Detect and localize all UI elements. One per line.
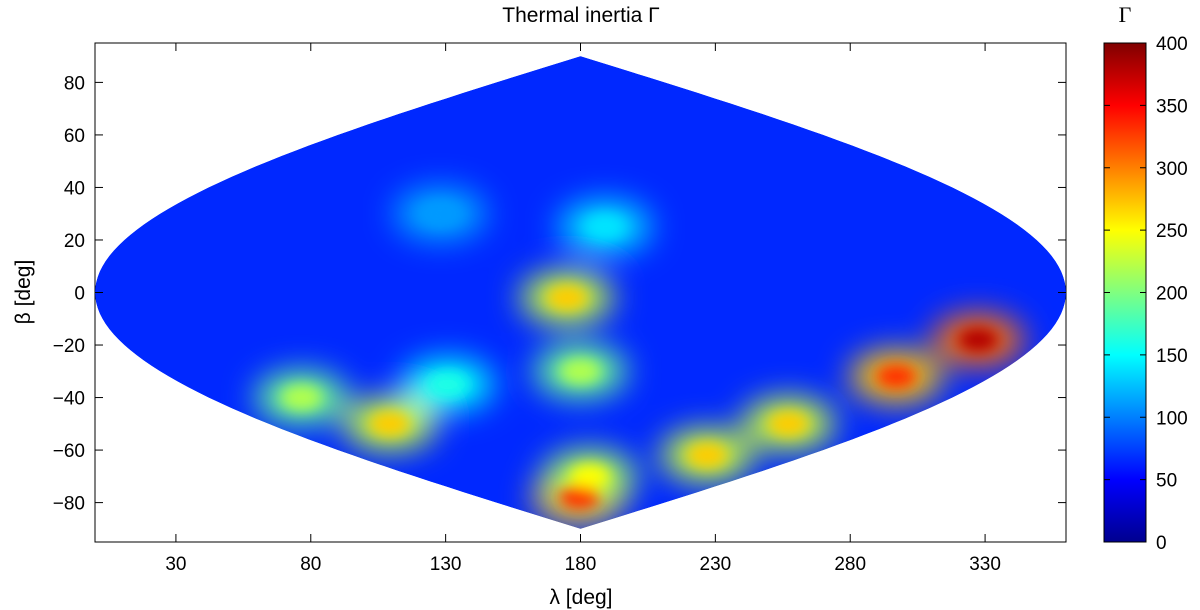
colorbar-tick-label: 0 (1156, 533, 1167, 554)
y-tick-label: −20 (53, 336, 85, 357)
x-tick-label: 230 (700, 554, 732, 575)
colorbar-tick-label: 250 (1156, 221, 1188, 242)
heatmap-hotspot (281, 385, 322, 410)
heatmap-hotspot (768, 411, 809, 436)
heatmap-hotspot (369, 411, 410, 436)
y-tick-label: 80 (64, 73, 85, 94)
heatmap-hotspot (547, 285, 587, 310)
y-tick-label: −40 (53, 389, 85, 410)
y-tick-label: 40 (64, 178, 85, 199)
colorbar-tick-label: 50 (1156, 471, 1177, 492)
x-axis: 30 80 130 180 230 280 330 (165, 43, 1001, 575)
heatmap-hotspot (687, 443, 728, 468)
colorbar-tick-label: 100 (1156, 408, 1188, 429)
chart-title: Thermal inertia Γ (502, 4, 659, 27)
heatmap-hotspot (420, 201, 461, 226)
x-tick-label: 130 (430, 554, 462, 575)
colorbar-tick-label: 350 (1156, 96, 1188, 117)
heatmap-hotspot (876, 364, 917, 389)
heatmap-hotspot (569, 464, 610, 489)
x-tick-label: 330 (969, 554, 1001, 575)
heatmap-hotspot (559, 485, 600, 510)
colorbar-tick-label: 200 (1156, 284, 1188, 305)
heatmap-layer (95, 56, 1066, 529)
colorbar-tick-label: 300 (1156, 159, 1188, 180)
colorbar-tick-label: 400 (1156, 34, 1188, 55)
y-axis: 80 60 40 20 0 −20 −40 −60 −80 (53, 73, 1066, 515)
y-tick-label: −60 (53, 441, 85, 462)
x-tick-label: 280 (834, 554, 866, 575)
x-axis-label: λ [deg] (549, 586, 612, 609)
heatmap-hotspot (584, 214, 625, 239)
y-tick-label: 0 (74, 284, 85, 305)
colorbar (1103, 42, 1147, 543)
y-tick-label: 20 (64, 231, 85, 252)
colorbar-axis: 400 350 300 250 200 150 100 50 0 (1104, 34, 1188, 554)
heatmap-hotspot (560, 359, 601, 384)
y-axis-label: β [deg] (12, 260, 35, 325)
colorbar-tick-label: 150 (1156, 346, 1188, 367)
heatmap-hotspot (427, 372, 468, 397)
y-tick-label: −80 (53, 494, 85, 515)
x-tick-label: 30 (165, 554, 186, 575)
x-tick-label: 180 (565, 554, 597, 575)
x-tick-label: 80 (300, 554, 321, 575)
colorbar-title: Γ (1119, 2, 1132, 27)
y-tick-label: 60 (64, 126, 85, 147)
heatmap-hotspot (958, 327, 999, 352)
